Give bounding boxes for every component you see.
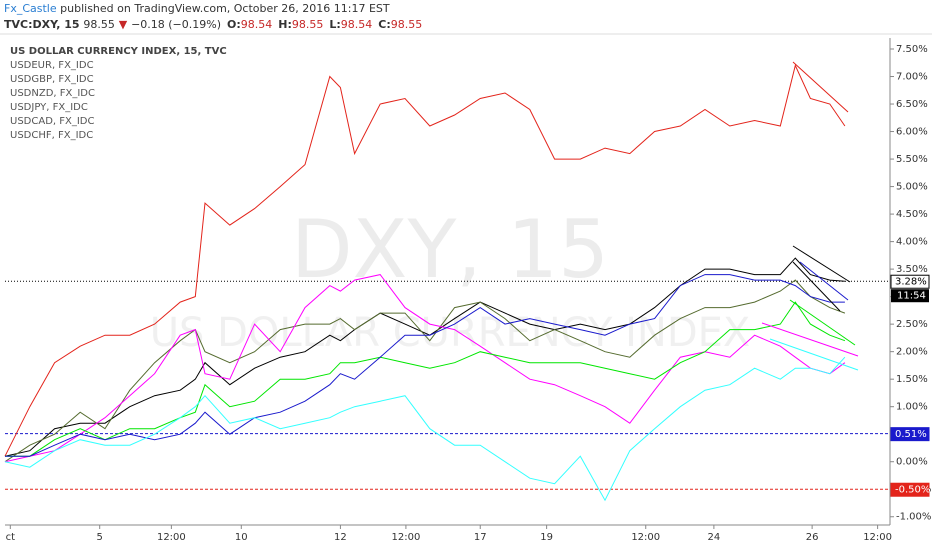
- y-tick-label: 7.50%: [896, 44, 928, 55]
- series-line: [4, 274, 846, 463]
- trend-lines: [761, 61, 859, 371]
- series-line: [5, 301, 846, 457]
- y-tick-label: 1.50%: [896, 374, 928, 385]
- countdown: 11:54: [897, 291, 926, 302]
- y-tick-label: 4.00%: [896, 237, 928, 248]
- published: published on TradingView.com, October 26…: [60, 2, 390, 15]
- y-tick-label: 7.00%: [896, 72, 928, 83]
- watermark: DXY, 15: [291, 203, 609, 296]
- x-tick-label: 17: [474, 532, 487, 543]
- legend-entry: USDJPY, FX_IDC: [10, 102, 88, 113]
- y-tick-label: 1.00%: [896, 402, 928, 413]
- ohlc-key: H:: [278, 18, 292, 31]
- trend-line: [769, 338, 859, 371]
- trend-line: [761, 322, 859, 357]
- series-line: [4, 279, 846, 463]
- legend-entry: USDEUR, FX_IDC: [10, 60, 94, 71]
- y-tick-label: 0.00%: [896, 457, 928, 468]
- y-tick-label: 6.00%: [896, 127, 928, 138]
- y-tick-label: 5.00%: [896, 182, 928, 193]
- ohlc-value: 98.55: [391, 18, 423, 31]
- x-tick-label: 12:00: [157, 532, 186, 543]
- x-tick-label: 24: [708, 532, 721, 543]
- trend-line: [792, 61, 849, 113]
- y-tick-label: 5.50%: [896, 154, 928, 165]
- x-tick-label: 12:00: [391, 532, 420, 543]
- price-label: 0.51%: [895, 429, 927, 440]
- legend-entry: USDCHF, FX_IDC: [10, 130, 93, 141]
- y-tick-label: 4.50%: [896, 209, 928, 220]
- x-tick-label: 26: [806, 532, 819, 543]
- countdown-box: [891, 289, 929, 303]
- x-tick-label: 5: [97, 532, 103, 543]
- header-line: Fx_Castle published on TradingView.com, …: [4, 2, 390, 15]
- price-label-box: [890, 427, 930, 442]
- x-tick-label: 12:00: [863, 532, 892, 543]
- x-tick-label: 10: [235, 532, 248, 543]
- symbol: TVC:DXY, 15: [4, 18, 80, 31]
- trend-line: [792, 245, 851, 283]
- legend-entry: USDNZD, FX_IDC: [10, 88, 95, 99]
- ohlc-key: O:: [227, 18, 241, 31]
- trend-line: [789, 299, 856, 346]
- arrow: ▼: [119, 18, 128, 31]
- watermark-sub: US DOLLAR CURRENCY INDEX: [150, 310, 751, 356]
- ohlc: O:98.54 H:98.55 L:98.54 C:98.55: [227, 18, 422, 31]
- series-line: [5, 274, 845, 457]
- y-tick-label: -1.00%: [896, 512, 931, 523]
- price-label: -0.50%: [895, 485, 930, 496]
- y-tick-label: 3.50%: [896, 264, 928, 275]
- author[interactable]: Fx_Castle: [4, 2, 57, 15]
- ohlc-value: 98.54: [241, 18, 273, 31]
- plot: DXY, 15 US DOLLAR CURRENCY INDEX 7.50% 7.00…: [4, 38, 931, 543]
- price-label-box: [890, 482, 930, 497]
- legend-entry: USDGBP, FX_IDC: [10, 74, 94, 85]
- ohlc-value: 98.55: [292, 18, 324, 31]
- legend-entry: USDCAD, FX_IDC: [10, 116, 95, 127]
- y-tick-label: 2.50%: [896, 319, 928, 330]
- ohlc-value: 98.54: [341, 18, 373, 31]
- change: −0.18 (−0.19%): [131, 18, 221, 31]
- y-tick-label: 6.50%: [896, 99, 928, 110]
- ohlc-key: C:: [378, 18, 390, 31]
- x-tick-label: ct: [6, 532, 15, 543]
- quote-line: TVC:DXY, 15 98.55 ▼ −0.18 (−0.19%) O:98.5…: [4, 18, 422, 31]
- price-label: 3.28%: [895, 277, 927, 288]
- price-label-box: [890, 274, 930, 289]
- x-tick-label: 12:00: [631, 532, 660, 543]
- x-tick-label: 19: [540, 532, 553, 543]
- ohlc-key: L:: [329, 18, 340, 31]
- y-tick-label: 2.00%: [896, 347, 928, 358]
- series-line: [4, 63, 846, 457]
- legend-entry: US DOLLAR CURRENCY INDEX, 15, TVC: [10, 46, 227, 57]
- x-tick-label: 12: [334, 532, 347, 543]
- trend-line: [799, 261, 849, 301]
- trend-line: [792, 261, 841, 312]
- series-line: [4, 257, 845, 457]
- series-line: [4, 356, 846, 502]
- last: 98.55: [83, 18, 115, 31]
